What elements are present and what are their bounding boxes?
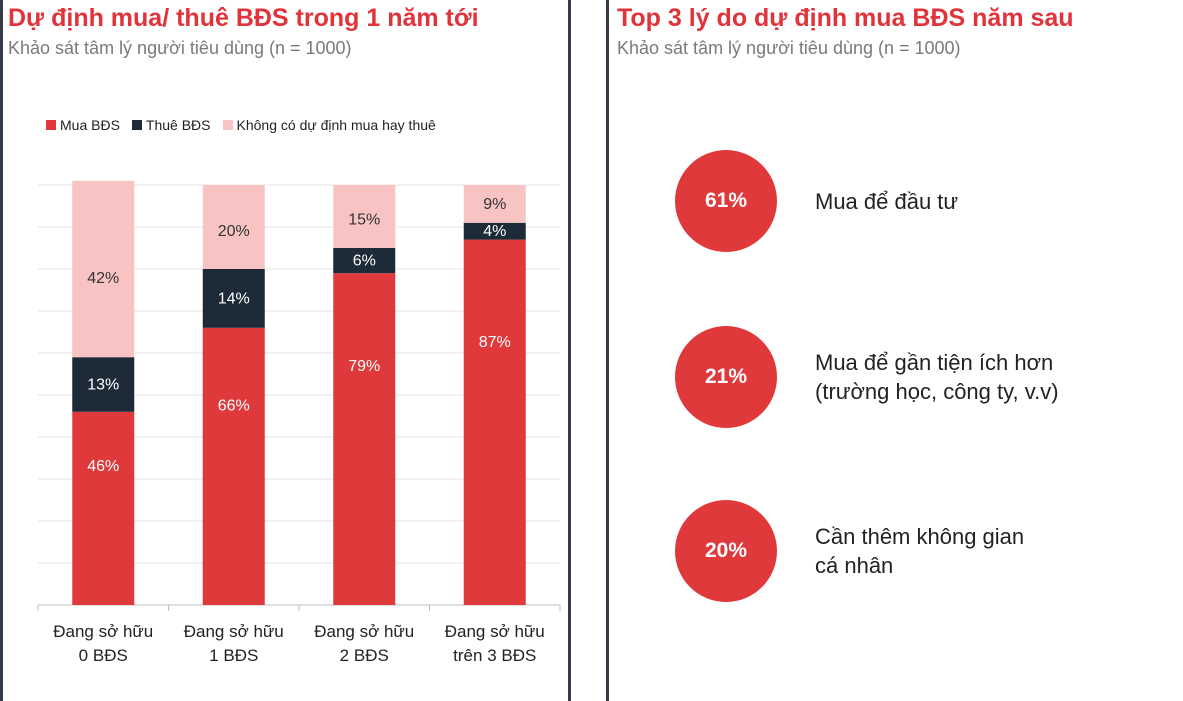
bar-segment: [463, 239, 526, 605]
bar-segment: [333, 248, 396, 274]
reason-item-space: 20% Cần thêm không gian cá nhân: [675, 500, 1095, 602]
legend-item-none: Không có dự định mua hay thuê: [222, 117, 436, 133]
reason-item-amenities: 21% Mua để gần tiện ích hơn (trường học,…: [675, 326, 1095, 428]
legend-item-rent: Thuê BĐS: [131, 117, 211, 133]
left-divider: [0, 0, 3, 701]
reason-percent-circle: 21%: [675, 326, 777, 428]
bar-segment: [202, 327, 265, 605]
legend-swatch-none: [222, 120, 233, 130]
legend-label-rent: Thuê BĐS: [145, 117, 211, 133]
data-label: 14%: [218, 290, 250, 307]
x-tick-label: 2 BĐS: [340, 646, 389, 665]
reason-text-line: cá nhân: [815, 553, 894, 578]
reason-text: Cần thêm không gian cá nhân: [815, 500, 1115, 602]
data-label: 4%: [483, 223, 506, 240]
legend-label-buy: Mua BĐS: [60, 117, 120, 133]
reason-item-investment: 61% Mua để đầu tư: [675, 150, 1095, 252]
x-tick-label: 1 BĐS: [209, 646, 258, 665]
reason-text-line: Cần thêm không gian: [815, 524, 1025, 549]
reason-percent-circle: 61%: [675, 150, 777, 252]
x-tick-label: Đang sở hữu: [314, 622, 414, 641]
data-label: 6%: [353, 253, 376, 270]
x-tick-label: Đang sở hữu: [445, 622, 545, 641]
stacked-bar-chart: 46% 13% 42% Đang sở hữu 0 BĐS 66% 14% 20% Đang s…: [37, 180, 561, 665]
x-tick-label: Đang sở hữu: [184, 622, 284, 641]
bar-segment: [72, 411, 135, 605]
legend-swatch-buy: [46, 120, 56, 130]
data-label: 66%: [218, 397, 250, 414]
left-panel-title: Dự định mua/ thuê BĐS trong 1 năm tới: [8, 4, 479, 32]
middle-divider-right: [606, 0, 609, 701]
data-label: 15%: [348, 212, 380, 229]
bar-segment: [72, 180, 135, 358]
x-tick-label: trên 3 BĐS: [453, 646, 536, 665]
data-label: 42%: [87, 270, 119, 287]
bar-segment: [72, 357, 135, 412]
reason-text-line: (trường học, công ty, v.v): [815, 379, 1059, 404]
bar-segment: [333, 185, 396, 248]
legend-item-buy: Mua BĐS: [46, 117, 120, 133]
legend-swatch-rent: [131, 120, 142, 130]
bar-segment: [202, 269, 265, 328]
data-label: 13%: [87, 377, 119, 394]
bar-segment: [463, 222, 526, 240]
reason-text: Mua để gần tiện ích hơn (trường học, côn…: [815, 326, 1115, 428]
bar-segment: [333, 273, 396, 605]
legend-label-none: Không có dự định mua hay thuê: [236, 117, 436, 133]
right-panel-subtitle: Khảo sát tâm lý người tiêu dùng (n = 100…: [617, 38, 961, 58]
reason-percent-circle: 20%: [675, 500, 777, 602]
data-label: 46%: [87, 458, 119, 475]
reason-text: Mua để đầu tư: [815, 150, 1115, 252]
left-panel-subtitle: Khảo sát tâm lý người tiêu dùng (n = 100…: [8, 38, 352, 58]
middle-divider-left: [568, 0, 571, 701]
chart-legend: Mua BĐS Thuê BĐS Không có dự định mua ha…: [46, 117, 448, 133]
bar-segment: [463, 185, 526, 223]
right-panel-title: Top 3 lý do dự định mua BĐS năm sau: [617, 4, 1074, 32]
bar-segment: [202, 185, 265, 269]
data-label: 79%: [348, 358, 380, 375]
x-tick-label: Đang sở hữu: [53, 622, 153, 641]
reason-text-line: Mua để đầu tư: [815, 188, 959, 214]
data-label: 9%: [483, 196, 506, 213]
data-label: 87%: [479, 334, 511, 351]
x-tick-label: 0 BĐS: [79, 646, 128, 665]
reason-text-line: Mua để gần tiện ích hơn: [815, 350, 1054, 375]
data-label: 20%: [218, 223, 250, 240]
